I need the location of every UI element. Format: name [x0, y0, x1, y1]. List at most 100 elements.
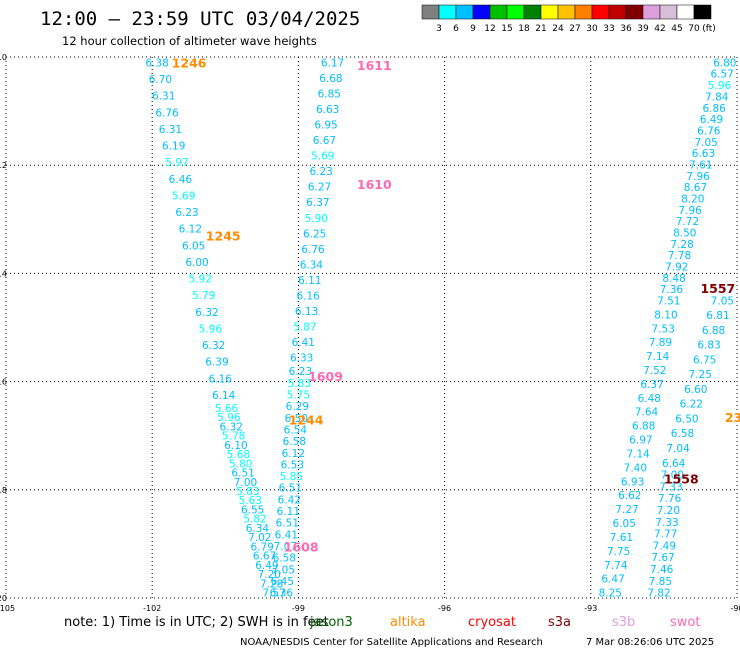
- wave-height-value: 6.45: [271, 576, 294, 588]
- wave-height-value: 6.38: [145, 57, 168, 69]
- wave-height-value: 7.61: [610, 532, 633, 544]
- wave-height-value: 6.39: [205, 357, 228, 369]
- wave-height-value: 6.48: [638, 393, 661, 405]
- wave-height-value: 6.37: [640, 379, 663, 391]
- wave-height-value: 5.82: [243, 514, 266, 526]
- wave-height-value: 6.51: [276, 518, 299, 530]
- wave-height-value: 5.78: [222, 431, 245, 443]
- wave-height-value: 6.58: [273, 553, 296, 565]
- scale-swatch: [574, 4, 593, 20]
- wave-height-value: 6.83: [697, 340, 720, 352]
- wave-height-value: 6.16: [209, 373, 233, 385]
- wave-height-value: 6.88: [632, 421, 655, 433]
- grid: [5, 56, 738, 599]
- chart-subtitle: 12 hour collection of altimeter wave hei…: [62, 34, 317, 48]
- wave-height-value: 8.48: [662, 273, 685, 285]
- wave-height-value: 7.85: [649, 576, 672, 588]
- wave-height-value: 7.20: [258, 569, 281, 581]
- wave-height-value: 7.27: [615, 504, 638, 516]
- wave-height-value: 7.51: [657, 295, 680, 307]
- scale-label: 18: [518, 24, 530, 34]
- scale-label: 45: [671, 24, 682, 34]
- wave-height-value: 6.13: [295, 306, 318, 318]
- wave-height-value: 7.53: [652, 323, 675, 335]
- wave-height-value: 6.50: [285, 413, 308, 425]
- wave-height-value: 6.23: [289, 366, 312, 378]
- wave-height-value: 5.66: [215, 403, 239, 415]
- scale-label: 12: [484, 24, 495, 34]
- wave-height-value: 6.14: [212, 390, 236, 402]
- x-tick-label: -99: [292, 604, 305, 613]
- wave-height-value: 6.58: [671, 428, 694, 440]
- wave-height-value: 6.95: [314, 120, 337, 132]
- scale-swatch: [591, 4, 610, 20]
- wave-height-value: 7.52: [643, 365, 666, 377]
- scale-label: 39: [637, 24, 649, 34]
- wave-height-value: 6.32: [220, 421, 243, 433]
- wave-height-value: 6.88: [702, 325, 725, 337]
- wave-height-value: 6.16: [296, 290, 320, 302]
- wave-height-value: 6.12: [179, 224, 202, 236]
- wave-height-value: 6.68: [319, 73, 342, 85]
- wave-height-value: 8.20: [681, 193, 704, 205]
- wave-height-value: 5.97: [165, 157, 188, 169]
- wave-height-value: 5.79: [192, 290, 215, 302]
- wave-height-value: 5.96: [199, 323, 223, 335]
- wave-height-value: 7.28: [670, 239, 693, 251]
- wave-height-value: 7.46: [650, 564, 674, 576]
- y-tick-label: -20: [0, 594, 7, 603]
- pass-label: 1610: [357, 177, 392, 192]
- scale-swatch: [506, 4, 525, 20]
- wave-height-value: 7.14: [646, 351, 670, 363]
- wave-height-value: 6.76: [301, 244, 325, 256]
- wave-height-value: 6.80: [713, 57, 736, 69]
- scale-swatch: [676, 4, 695, 20]
- wave-height-value: 6.79: [250, 541, 273, 553]
- wave-height-value: 6.63: [692, 148, 715, 160]
- wave-height-value: 6.32: [195, 307, 218, 319]
- wave-height-value: 7.05: [694, 137, 717, 149]
- wave-height-value: 7.02: [248, 532, 271, 544]
- pass-label: 23: [725, 410, 740, 425]
- wave-height-value: 7.77: [654, 529, 677, 541]
- wave-height-value: 5.87: [293, 322, 316, 334]
- wave-height-value: 6.63: [316, 104, 339, 116]
- wave-height-value: 6.62: [618, 490, 641, 502]
- wave-height-value: 6.29: [286, 401, 309, 413]
- wave-height-value: 6.58: [283, 436, 306, 448]
- wave-height-value: 6.51: [279, 483, 302, 495]
- scale-label: 33: [603, 24, 614, 34]
- wave-height-value: 5.96: [217, 412, 241, 424]
- wave-height-value: 6.25: [303, 228, 326, 240]
- y-tick-label: -18: [0, 486, 7, 495]
- wave-height-value: 6.75: [693, 354, 716, 366]
- wave-height-value: 6.49: [700, 114, 723, 126]
- wave-height-value: 7.61: [689, 159, 712, 171]
- scale-swatch: [557, 4, 576, 20]
- scale-label: 70: [688, 24, 700, 34]
- credit-text: NOAA/NESDIS Center for Satellite Applica…: [240, 637, 543, 648]
- wave-height-value: 6.47: [601, 574, 624, 586]
- wave-height-value: 5.80: [229, 458, 252, 470]
- wave-height-value: 7.00: [234, 477, 257, 489]
- x-tick-label: -102: [143, 604, 161, 613]
- wave-height-value: 6.67: [313, 135, 336, 147]
- wave-height-value: 7.20: [657, 505, 680, 517]
- wave-height-value: 6.23: [175, 207, 198, 219]
- wave-height-value: 7.57: [262, 588, 285, 600]
- wave-height-value: 8.25: [599, 588, 622, 600]
- mission-legend-altika: altika: [390, 615, 426, 630]
- wave-height-value: 6.85: [318, 88, 341, 100]
- pass-label: 1609: [308, 369, 343, 384]
- scale-swatch: [455, 4, 474, 20]
- wave-height-value: 6.97: [629, 435, 652, 447]
- wave-height-value: 6.11: [298, 275, 321, 287]
- x-tick-label: -105: [0, 604, 15, 613]
- wave-height-value: 6.41: [292, 337, 315, 349]
- scale-label: 21: [535, 24, 546, 34]
- scale-label: 15: [501, 24, 512, 34]
- wave-height-value: 7.82: [647, 588, 670, 600]
- wave-height-value: 5.83: [288, 378, 311, 390]
- wave-height-value: 5.69: [311, 151, 334, 163]
